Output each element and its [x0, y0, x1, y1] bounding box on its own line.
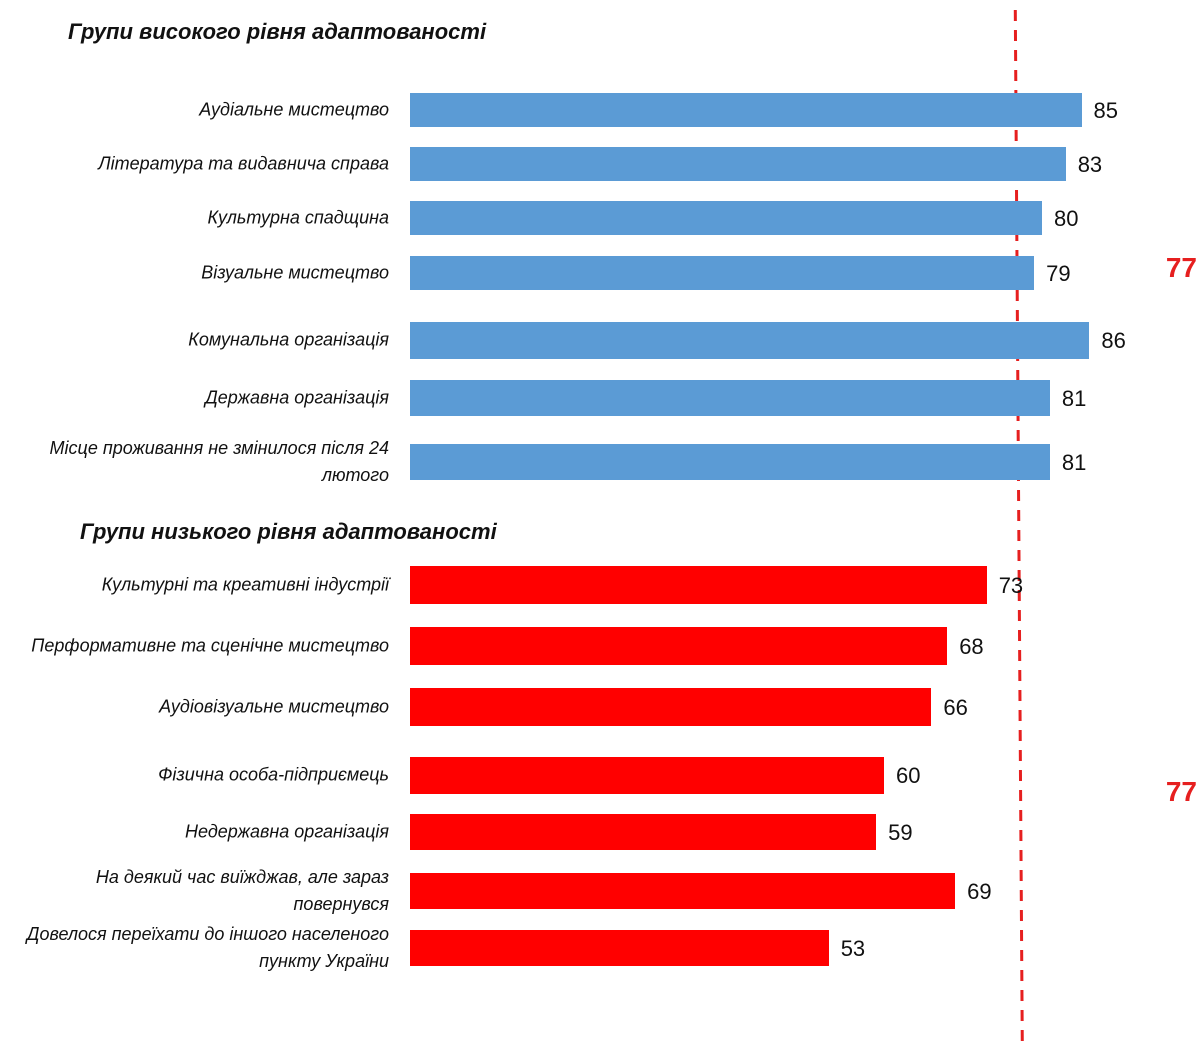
value-label: 86: [1101, 328, 1126, 353]
bar: [410, 444, 1050, 480]
bar: [410, 814, 877, 850]
category-label: Аудіовізуальне мистецтво: [159, 696, 389, 717]
category-label: Фізична особа-підприємець: [158, 764, 389, 785]
bar: [410, 321, 1090, 359]
category-label: Державна організація: [205, 387, 389, 408]
bar: [410, 627, 948, 665]
category-label: Література та видавнича справа: [98, 153, 389, 174]
category-label: Культурна спадщина: [207, 207, 389, 228]
value-label: 68: [959, 634, 984, 659]
bar: [410, 93, 1082, 127]
value-label: 81: [1061, 386, 1087, 411]
bar: [410, 201, 1042, 235]
bar: [410, 873, 956, 909]
value-label: 85: [1093, 98, 1118, 123]
bar: [410, 147, 1066, 181]
bar: [410, 256, 1035, 290]
value-label: 79: [1046, 261, 1071, 286]
category-label: Аудіальне мистецтво: [199, 99, 389, 120]
bar: [410, 380, 1050, 416]
value-label: 83: [1077, 152, 1103, 177]
category-label: На деякий час виїжджав, але зараз поверн…: [95, 867, 389, 914]
category-label: Довелося переїхати до іншого населеного …: [26, 924, 389, 971]
value-label: 53: [840, 936, 866, 961]
group-title-high: Групи високого рівня адаптованості: [68, 19, 487, 44]
bar: [410, 756, 884, 794]
category-label: Культурні та креативні індустрії: [101, 574, 389, 595]
value-label: 59: [888, 820, 913, 845]
reference-value-label: 77: [1165, 252, 1197, 283]
group-title-low: Групи низького рівня адаптованості: [80, 519, 497, 544]
value-label: 73: [998, 573, 1024, 598]
reference-value-label: 77: [1165, 776, 1197, 807]
value-label: 60: [896, 763, 921, 788]
category-label: Недержавна організація: [185, 821, 389, 842]
bar: [410, 930, 829, 966]
value-label: 80: [1054, 206, 1079, 231]
category-label: Візуальне мистецтво: [201, 262, 389, 283]
value-label: 81: [1061, 450, 1087, 475]
value-label: 66: [943, 695, 968, 720]
category-label: Перформативне та сценічне мистецтво: [31, 635, 389, 656]
value-label: 69: [967, 879, 992, 904]
category-label: Місце проживання не змінилося після 24 л…: [49, 438, 389, 485]
category-label: Комунальна організація: [188, 329, 389, 350]
bar: [410, 688, 932, 726]
bar: [410, 566, 987, 604]
